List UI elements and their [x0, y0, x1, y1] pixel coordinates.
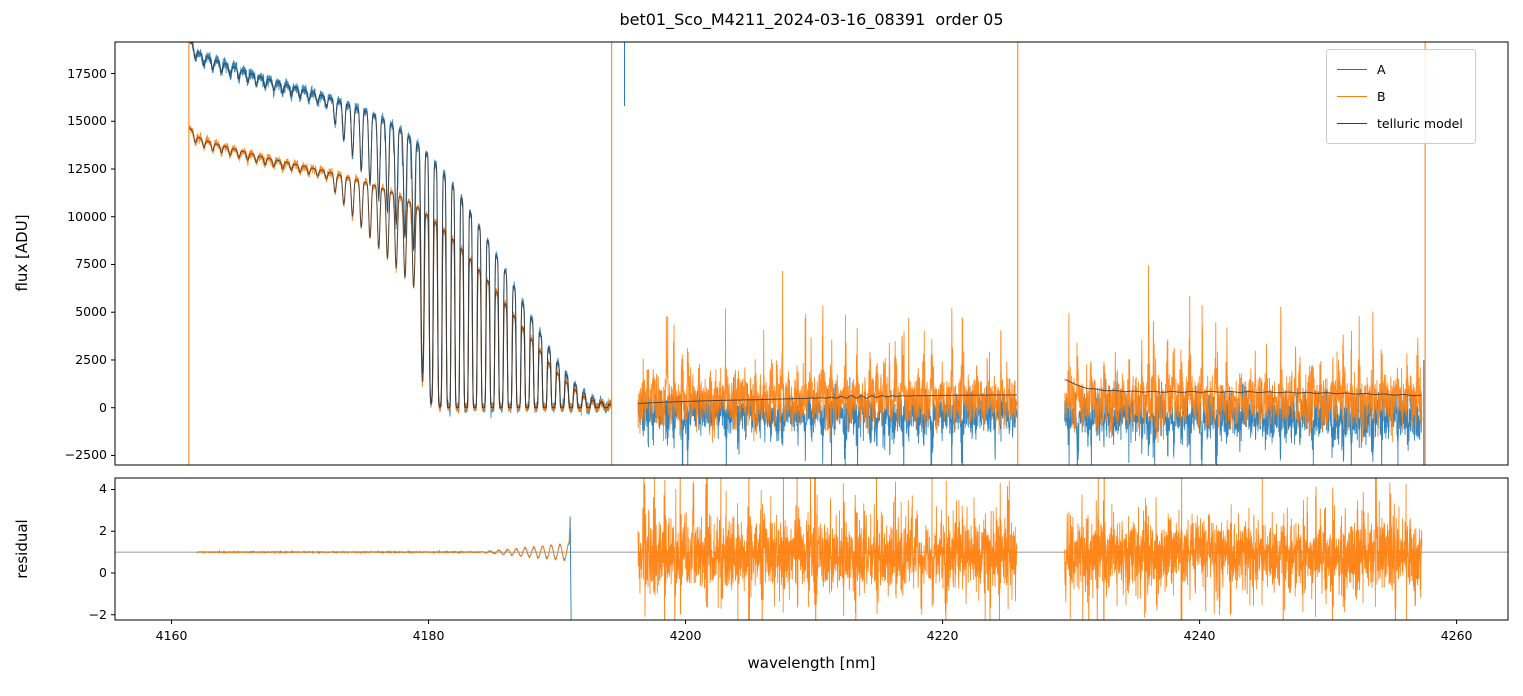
x-tick-4180: 4180 [412, 628, 445, 643]
y-tick-residual-0: 0 [99, 565, 107, 580]
y-tick-flux-5000: 5000 [75, 304, 107, 320]
legend-line-swatch-icon [1337, 69, 1367, 70]
legend-line-swatch-icon [1337, 96, 1367, 97]
y-tick-flux-2500: 2500 [75, 351, 107, 367]
y-tick-flux-7500: 7500 [75, 256, 107, 272]
x-axis-label: wavelength [nm] [747, 654, 876, 672]
legend-label: telluric model [1377, 116, 1463, 131]
y-tick-residual-4: 4 [99, 481, 107, 497]
legend-entry-a: A [1337, 56, 1463, 83]
y-tick-flux-10000: 10000 [67, 208, 107, 224]
residual-axis-label: residual [13, 519, 31, 579]
x-tick-4160: 4160 [155, 628, 188, 643]
legend-line-swatch-icon [1337, 123, 1367, 124]
y-tick-residual-2: 2 [99, 523, 107, 539]
y-tick-residual--2: −2 [88, 606, 107, 622]
y-tick-flux-15000: 15000 [67, 113, 107, 129]
legend-entry-b: B [1337, 83, 1463, 110]
x-tick-4200: 4200 [669, 628, 702, 643]
y-tick-flux--2500: −2500 [64, 447, 107, 463]
y-tick-flux-12500: 12500 [67, 160, 107, 176]
flux-axis-label: flux [ADU] [13, 214, 31, 292]
x-tick-4260: 4260 [1440, 628, 1473, 643]
y-tick-flux-17500: 17500 [67, 65, 107, 81]
x-tick-4220: 4220 [926, 628, 959, 643]
legend-label: A [1377, 62, 1386, 77]
chart-title: bet01_Sco_M4211_2024-03-16_08391 order 0… [619, 10, 1004, 29]
legend-label: B [1377, 89, 1386, 104]
y-tick-flux-0: 0 [99, 399, 107, 415]
x-tick-4240: 4240 [1183, 628, 1216, 643]
legend-entry-telluric-model: telluric model [1337, 110, 1463, 137]
